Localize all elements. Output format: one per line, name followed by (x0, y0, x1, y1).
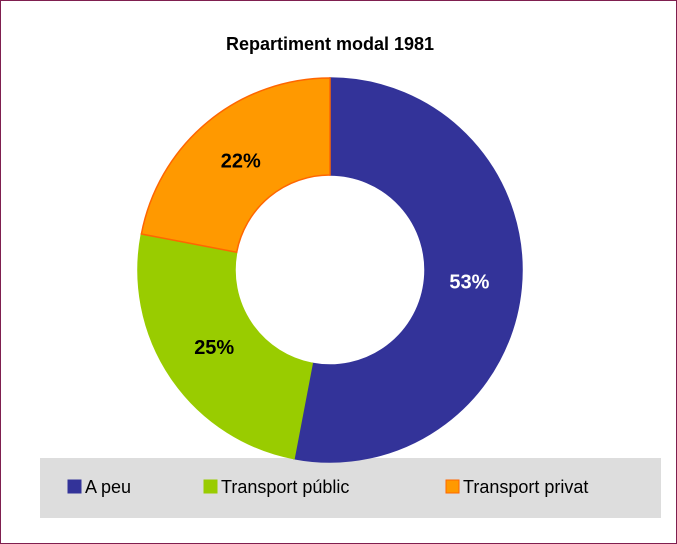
doughnut-segment (137, 233, 314, 460)
legend-box (40, 458, 661, 518)
legend-marker (445, 479, 460, 494)
data-label: 22% (221, 150, 261, 172)
legend-marker (67, 479, 82, 494)
legend-label: Transport privat (463, 477, 588, 497)
chart-title: Repartiment modal 1981 (226, 34, 434, 54)
data-label: 53% (449, 271, 489, 293)
data-label: 25% (194, 337, 234, 359)
doughnut-segment (293, 77, 523, 463)
doughnut-segment (140, 77, 331, 254)
legend-label: Transport públic (221, 477, 349, 497)
legend-marker (203, 479, 218, 494)
legend-label: A peu (85, 477, 131, 497)
